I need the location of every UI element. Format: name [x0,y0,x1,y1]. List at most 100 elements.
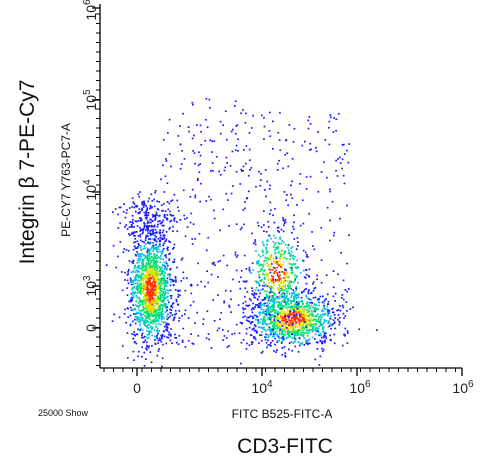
event-dot [308,275,311,278]
event-dot [276,349,278,351]
event-dot [320,281,323,284]
event-dot [142,279,144,281]
event-dot [202,323,204,325]
event-dot [313,248,316,251]
event-dot [332,295,335,298]
event-dot [327,303,330,305]
event-dot [146,333,149,336]
event-dot [158,281,161,284]
event-dot [341,294,344,296]
event-dot [289,285,291,287]
event-dot [140,292,142,295]
event-dot [223,301,225,304]
event-dot [177,296,180,298]
event-dot [261,312,263,314]
event-dot [305,302,308,305]
event-dot [248,269,251,272]
event-dot [164,297,167,300]
event-dot [144,312,147,314]
event-dot [147,257,150,260]
event-dot [139,324,141,326]
event-dot [255,185,257,188]
event-dot [154,234,156,237]
event-dot [143,298,145,301]
event-dot [145,301,147,303]
event-dot [175,337,178,339]
event-dot [225,192,228,195]
event-dot [168,276,171,278]
event-dot [225,289,227,292]
event-dot [315,150,318,153]
event-dot [223,335,226,337]
event-dot [156,279,159,282]
event-dot [257,298,259,301]
event-dot [256,221,259,224]
event-dot [167,323,170,325]
event-dot [163,330,165,333]
event-dot [174,333,176,336]
event-dot [314,296,317,299]
event-dot [180,163,183,165]
event-dot [149,291,152,293]
event-dot [292,309,295,311]
event-dot [265,250,268,253]
event-dot [139,314,142,317]
event-dot [204,139,207,142]
event-dot [145,316,147,318]
event-dot [308,329,311,331]
event-dot [240,112,242,115]
event-dot [176,199,179,202]
event-dot [243,295,246,298]
event-dot [142,290,144,292]
event-dot [278,271,281,273]
event-dot [290,317,293,319]
event-dot [155,292,158,294]
event-dot [159,239,162,242]
event-dot [144,284,146,287]
event-dot [119,222,121,225]
event-dot [291,231,293,234]
event-dot [282,217,284,219]
event-dot [142,305,144,308]
event-dot [150,288,153,291]
event-dot [251,315,254,318]
event-dot [276,261,279,263]
event-dot [155,299,158,301]
event-dot [160,279,162,282]
event-dot [163,234,166,237]
event-dot [259,255,262,258]
event-dot [323,319,326,321]
event-dot [134,276,136,279]
event-dot [160,290,163,292]
event-dot [276,334,279,337]
event-dot [153,265,155,268]
event-dot [166,273,169,276]
event-dot [144,247,146,250]
event-dot [143,319,145,322]
event-dot [128,226,131,228]
event-dot [224,166,227,169]
event-dot [248,344,251,346]
event-dot [291,337,293,339]
event-dot [274,247,277,249]
event-dot [129,324,132,327]
event-dot [157,246,160,248]
event-dot [132,294,135,297]
event-dot [146,241,149,244]
event-dot [297,317,299,320]
event-dot [125,224,128,226]
event-dot [255,250,257,252]
event-dot [299,173,302,175]
event-dot [320,322,322,324]
event-dot [168,331,170,334]
event-dot [267,279,270,282]
event-dot [320,336,323,339]
event-dot [138,265,141,267]
event-dot [285,139,288,141]
event-dot [147,305,150,307]
event-dot [192,150,194,152]
event-dot [287,247,289,249]
event-dot [236,124,239,126]
event-dot [149,249,151,251]
event-dot [249,315,252,317]
